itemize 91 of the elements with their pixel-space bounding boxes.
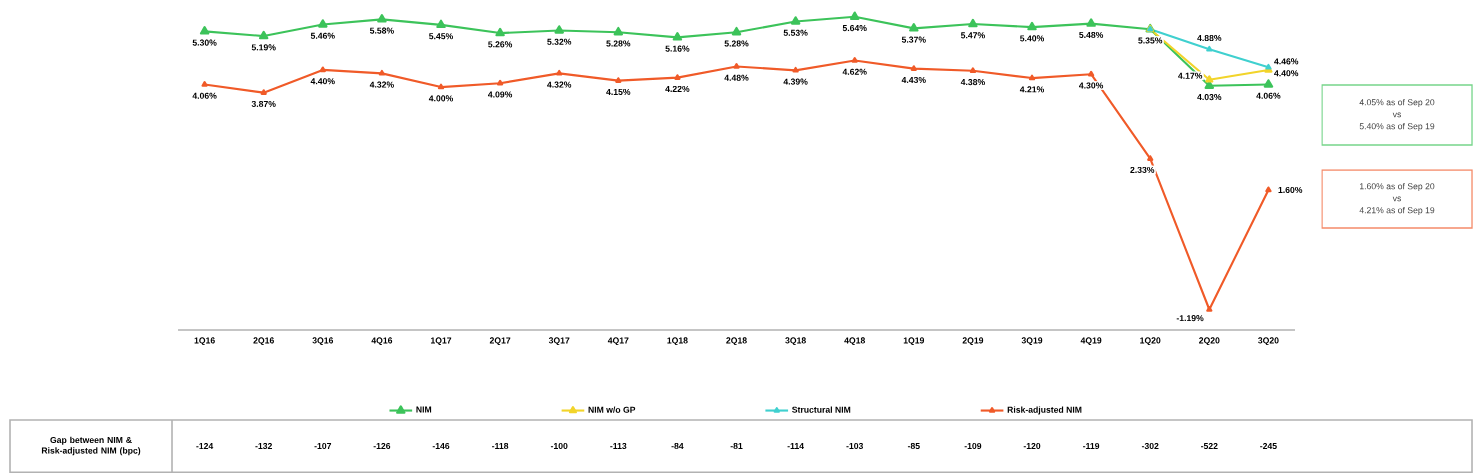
x-tick-label: 2Q17 bbox=[489, 337, 511, 346]
data-label: 4.40% bbox=[310, 78, 335, 85]
data-label: 2.33% bbox=[1130, 166, 1155, 174]
data-label: 4.15% bbox=[606, 88, 631, 95]
text: -132 bbox=[255, 442, 272, 450]
text: -120 bbox=[1023, 442, 1041, 450]
text: vs bbox=[1392, 196, 1402, 202]
x-tick-label: 4Q19 bbox=[1080, 337, 1102, 346]
data-label: 4.00% bbox=[428, 95, 454, 102]
data-label: 4.09% bbox=[487, 91, 513, 98]
text: vs bbox=[1392, 112, 1402, 118]
data-label: 5.45% bbox=[429, 33, 454, 40]
data-label: 5.37% bbox=[901, 36, 926, 43]
data-label: 4.06% bbox=[1256, 92, 1281, 99]
data-label: 5.58% bbox=[369, 27, 394, 34]
x-tick-label: 1Q19 bbox=[903, 337, 925, 346]
legend-label: Risk-adjusted NIM bbox=[1007, 406, 1082, 415]
text: -124 bbox=[196, 442, 214, 450]
text: -81 bbox=[730, 442, 743, 450]
data-label: 4.22% bbox=[665, 85, 690, 92]
data-label: 5.48% bbox=[1079, 31, 1104, 38]
data-label: 5.19% bbox=[251, 44, 276, 51]
data-label: 5.26% bbox=[488, 41, 513, 48]
data-label: 4.48% bbox=[724, 74, 749, 81]
x-tick-label: 2Q16 bbox=[253, 337, 274, 346]
x-tick-label: 3Q18 bbox=[785, 337, 806, 346]
text: -113 bbox=[610, 442, 627, 450]
data-label: 5.28% bbox=[606, 40, 631, 47]
data-label: 4.43% bbox=[901, 76, 926, 84]
text: 4.21% as of Sep 19 bbox=[1359, 206, 1435, 215]
data-label: 5.64% bbox=[842, 25, 867, 32]
data-label: 5.30% bbox=[192, 39, 217, 46]
x-tick-label: 4Q18 bbox=[844, 337, 866, 346]
legend-label: Structural NIM bbox=[792, 406, 851, 413]
data-label: 4.21% bbox=[1019, 86, 1045, 93]
x-tick-label: 1Q17 bbox=[430, 337, 452, 346]
text: -522 bbox=[1201, 442, 1218, 450]
text: 5.40% as of Sep 19 bbox=[1359, 122, 1435, 131]
data-label: 4.06% bbox=[192, 92, 217, 99]
x-tick-label: 1Q20 bbox=[1140, 337, 1161, 346]
x-tick-label: 3Q16 bbox=[312, 337, 334, 346]
data-label: 5.47% bbox=[960, 32, 985, 39]
text: -109 bbox=[964, 442, 982, 450]
text: -100 bbox=[550, 442, 568, 450]
text: -126 bbox=[373, 442, 391, 450]
text: -302 bbox=[1141, 442, 1159, 450]
x-tick-label: 1Q16 bbox=[194, 337, 215, 346]
data-label: 1.60% bbox=[1278, 186, 1303, 193]
data-label: 5.40% bbox=[1020, 35, 1045, 42]
text: Gap between NIM & Risk-adjusted NIM (bpc) bbox=[41, 436, 141, 456]
x-tick-label: 1Q18 bbox=[667, 337, 688, 346]
text: -107 bbox=[314, 442, 332, 450]
data-label: 5.53% bbox=[783, 29, 808, 36]
data-label: 4.88% bbox=[1197, 35, 1222, 42]
text: -146 bbox=[432, 442, 450, 450]
text: 4.05% as of Sep 20 bbox=[1359, 99, 1435, 108]
legend-label: NIM bbox=[416, 406, 432, 413]
data-label: 4.62% bbox=[842, 68, 867, 75]
x-tick-label: 2Q20 bbox=[1199, 337, 1220, 346]
text: -84 bbox=[671, 442, 684, 450]
text: -119 bbox=[1083, 442, 1100, 450]
x-tick-label: 2Q18 bbox=[726, 337, 747, 346]
data-label: -1.19% bbox=[1176, 315, 1204, 322]
data-label: 5.35% bbox=[1138, 37, 1163, 44]
data-label: 4.17% bbox=[1178, 72, 1203, 79]
text: -103 bbox=[846, 442, 864, 450]
data-label: 4.38% bbox=[960, 79, 985, 86]
text: -85 bbox=[907, 442, 920, 450]
x-tick-label: 2Q19 bbox=[962, 337, 984, 346]
data-label: 4.46% bbox=[1274, 58, 1299, 65]
data-label: 5.28% bbox=[724, 40, 749, 47]
data-label: 4.39% bbox=[783, 78, 808, 85]
data-label: 5.16% bbox=[665, 45, 690, 52]
text: -114 bbox=[787, 443, 804, 449]
x-tick-label: 4Q16 bbox=[371, 337, 393, 346]
data-label: 4.03% bbox=[1197, 94, 1222, 101]
legend-label: NIM w/o GP bbox=[588, 406, 636, 413]
data-label: 4.40% bbox=[1274, 70, 1299, 77]
data-label: 5.32% bbox=[547, 38, 572, 45]
text: -118 bbox=[492, 442, 509, 450]
x-tick-label: 3Q20 bbox=[1258, 337, 1279, 346]
text: 1.60% as of Sep 20 bbox=[1360, 183, 1435, 192]
text: -245 bbox=[1260, 442, 1277, 450]
x-tick-label: 3Q17 bbox=[548, 337, 570, 346]
data-label: 5.46% bbox=[310, 32, 335, 39]
data-label: 4.32% bbox=[369, 81, 394, 88]
data-label: 3.87% bbox=[251, 100, 276, 108]
x-tick-label: 3Q19 bbox=[1021, 337, 1043, 346]
data-label: 4.30% bbox=[1079, 82, 1104, 89]
data-label: 4.32% bbox=[547, 81, 572, 88]
x-tick-label: 4Q17 bbox=[607, 337, 629, 346]
